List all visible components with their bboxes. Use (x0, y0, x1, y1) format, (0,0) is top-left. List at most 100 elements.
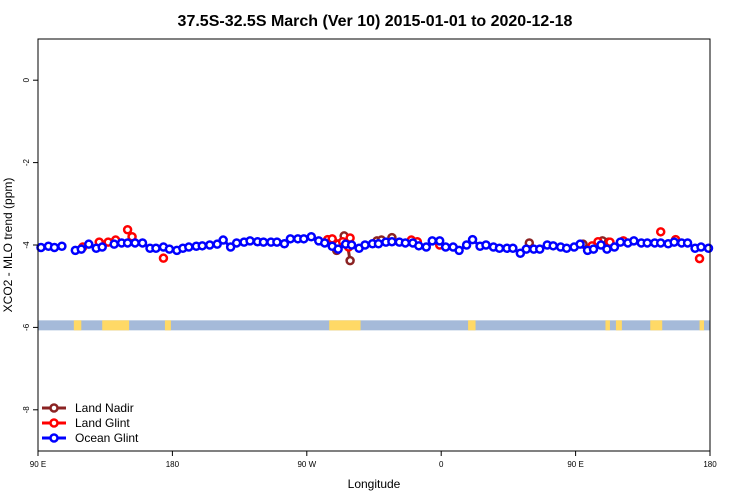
data-point (97, 242, 107, 252)
y-tick-label: 0 (22, 77, 31, 82)
data-point (279, 239, 290, 249)
data-point (521, 244, 532, 254)
data-point (49, 242, 60, 253)
data-point (655, 227, 666, 237)
land-span (164, 320, 171, 331)
data-point (535, 244, 545, 254)
x-tick-label: 90 E (30, 460, 46, 469)
x-tick-label: 180 (166, 460, 180, 469)
data-point (515, 248, 526, 258)
data-point (204, 240, 215, 250)
data-point (400, 238, 411, 248)
land-span (699, 320, 705, 331)
data-point (137, 238, 148, 248)
data-point (481, 240, 491, 250)
data-point (333, 244, 343, 254)
data-point (434, 236, 445, 246)
legend-item: Ocean Glint (42, 431, 139, 445)
series-ocean-glint (36, 232, 714, 258)
data-point (421, 242, 432, 252)
data-point (197, 241, 208, 251)
data-point (602, 244, 612, 254)
data-point (440, 242, 451, 252)
data-point (414, 241, 424, 251)
land-span (650, 320, 663, 331)
data-point (122, 238, 133, 248)
data-point (596, 240, 606, 250)
data-point (258, 237, 269, 247)
data-point (694, 253, 705, 264)
data-point (454, 245, 464, 256)
data-point (360, 240, 370, 250)
data-point (629, 236, 639, 246)
data-point (609, 242, 620, 252)
data-point (669, 237, 679, 247)
ocean-band (38, 320, 710, 331)
data-point (345, 255, 355, 266)
data-point (231, 238, 242, 248)
land-span (73, 320, 82, 331)
legend-label: Ocean Glint (75, 431, 139, 445)
data-point (57, 241, 67, 251)
legend-marker (49, 418, 59, 428)
land-span (102, 320, 130, 331)
data-point (467, 234, 478, 245)
data-point (158, 253, 169, 263)
series-layer (36, 225, 714, 266)
x-tick-label: 90 W (297, 460, 316, 469)
y-tick-label: -6 (22, 323, 31, 331)
land-span (605, 320, 610, 331)
legend-marker (49, 403, 59, 413)
data-point (561, 243, 572, 254)
legend-item: Land Glint (42, 416, 130, 430)
y-tick-label: -8 (22, 406, 31, 414)
data-point (130, 238, 140, 248)
data-point (387, 236, 397, 247)
y-tick-label: -4 (22, 241, 31, 249)
x-tick-label: 90 E (567, 460, 583, 469)
data-point (285, 234, 296, 244)
data-point (212, 239, 222, 249)
data-point (508, 243, 518, 254)
data-point (346, 240, 357, 250)
legend-label: Land Nadir (75, 401, 134, 415)
data-point (122, 225, 133, 235)
data-point (703, 243, 714, 254)
y-axis: 0 -2 -4 -6 -8 (22, 77, 38, 413)
data-point (245, 236, 255, 246)
x-axis-title: Longitude (348, 477, 401, 491)
data-point (427, 236, 437, 246)
data-point (76, 244, 87, 254)
data-point (615, 237, 626, 247)
x-axis: 90 E 180 90 W 0 90 E 180 (30, 451, 717, 469)
data-point (218, 235, 228, 245)
land-span (329, 320, 361, 331)
y-tick-label: -2 (22, 158, 31, 166)
data-point (164, 244, 175, 254)
land-span (468, 320, 476, 331)
data-point (682, 238, 693, 248)
data-point (272, 237, 282, 247)
data-point (225, 242, 236, 252)
data-point (655, 238, 666, 248)
data-point (494, 243, 505, 254)
data-point (184, 242, 194, 252)
data-point (36, 242, 46, 253)
data-point (588, 244, 599, 254)
y-axis-title: XCO2 - MLO trend (ppm) (1, 178, 15, 313)
x-tick-label: 0 (439, 460, 444, 469)
data-point (109, 239, 119, 249)
land-span (615, 320, 622, 331)
data-point (575, 239, 585, 249)
data-point (461, 240, 472, 250)
x-tick-label: 180 (703, 460, 717, 469)
data-point (151, 243, 161, 254)
data-point (319, 238, 330, 248)
legend-item: Land Nadir (42, 401, 134, 415)
chart-title: 37.5S-32.5S March (Ver 10) 2015-01-01 to… (178, 13, 573, 30)
legend-marker (49, 433, 59, 443)
land-ocean-band (38, 320, 710, 331)
data-point (306, 232, 317, 242)
